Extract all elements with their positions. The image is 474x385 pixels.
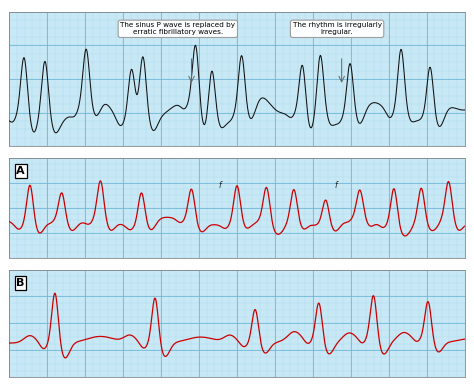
Text: The rhythm is irregularly
irregular.: The rhythm is irregularly irregular. [292, 22, 382, 35]
Text: The sinus P wave is replaced by
erratic fibrillatory waves.: The sinus P wave is replaced by erratic … [120, 22, 236, 35]
Text: A: A [16, 166, 25, 176]
Text: f: f [335, 181, 337, 190]
Text: B: B [16, 278, 25, 288]
Text: f: f [219, 181, 221, 190]
